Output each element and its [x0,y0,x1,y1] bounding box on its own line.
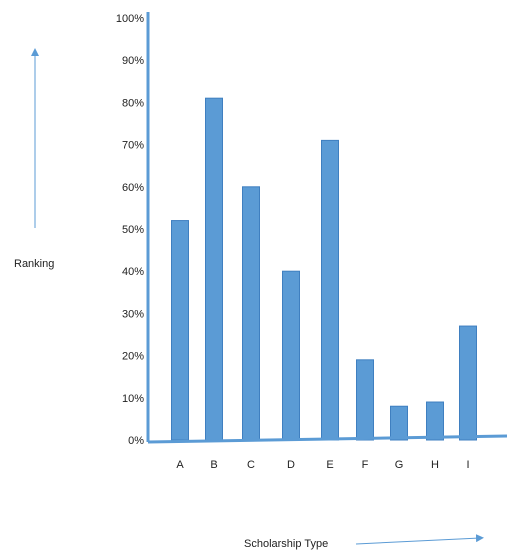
x-category-label: E [326,459,333,471]
x-category-label: B [210,459,217,471]
bar-b [205,97,223,441]
y-tick-label: 40% [122,266,144,278]
y-tick-label: 80% [122,97,144,109]
x-category-label: A [176,459,184,471]
x-category-label: H [431,459,439,471]
bar-a [171,220,189,441]
x-category-label: G [395,459,404,471]
y-tick-label: 0% [128,435,144,447]
y-tick-label: 20% [122,351,144,363]
bars [171,97,477,441]
x-category-label: I [466,459,469,471]
y-tick-label: 100% [116,13,144,25]
y-tick-label: 60% [122,182,144,194]
bar-h [426,401,444,441]
x-category-label: C [247,459,255,471]
x-axis-arrow [355,534,484,545]
x-axis-line [147,434,508,444]
x-category-label: D [287,459,295,471]
y-axis-title: Ranking [14,258,54,270]
bar-i [459,325,477,441]
bar-e [321,139,339,441]
x-axis-title: Scholarship Type [244,538,328,550]
x-category-labels: A B C D E F G H I [176,459,469,471]
y-tick-label: 10% [122,393,144,405]
x-category-label: F [362,459,369,471]
y-tick-label: 30% [122,308,144,320]
bar-c [242,186,260,441]
bar-g [390,405,408,441]
y-tick-label: 70% [122,140,144,152]
bar-d [282,270,300,441]
y-tick-label: 50% [122,224,144,236]
y-tick-labels: 0% 10% 20% 30% 40% 50% 60% 70% 80% 90% 100% [116,13,144,447]
bar-f [356,359,374,441]
y-tick-label: 90% [122,55,144,67]
